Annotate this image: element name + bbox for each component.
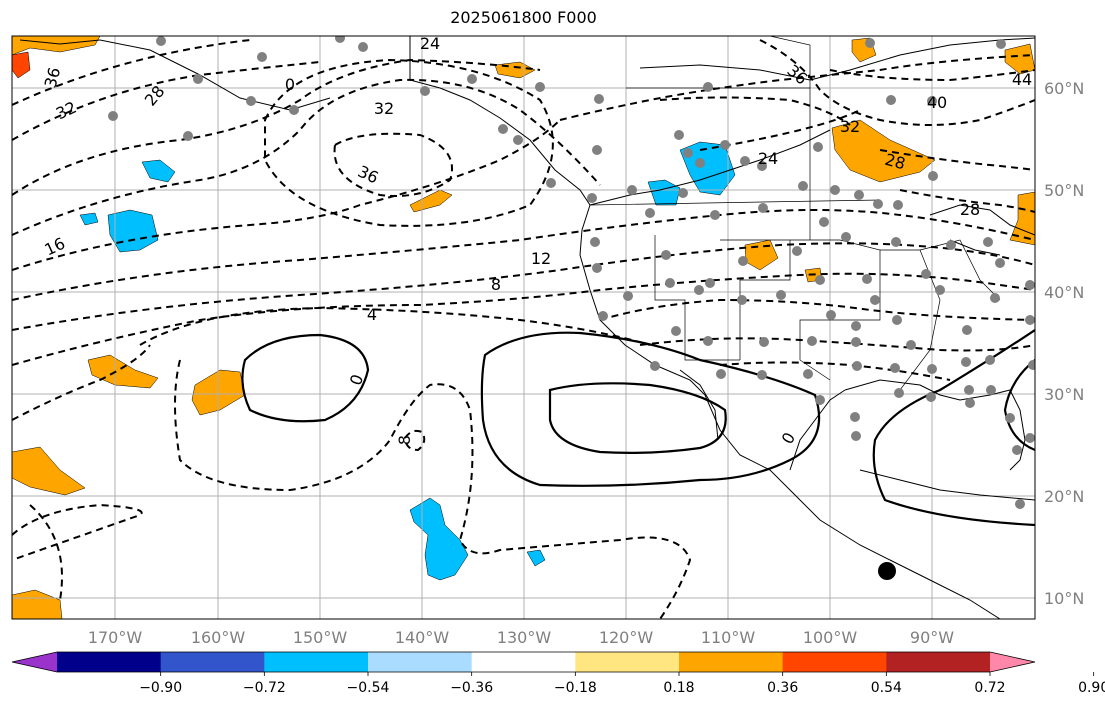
colorbar-segment — [782, 652, 887, 672]
storm-marker — [878, 562, 896, 580]
lon-label: 160°W — [191, 628, 246, 647]
lat-label: 20°N — [1044, 487, 1084, 506]
colorbar-tick-label: 0.90 — [1078, 680, 1105, 696]
lon-label: 170°W — [88, 628, 143, 647]
colorbar-tick-label: −0.90 — [139, 680, 182, 696]
negative-anomaly-patches — [79, 141, 736, 581]
lat-label: 50°N — [1044, 181, 1084, 200]
lat-label: 60°N — [1044, 79, 1084, 98]
colorbar-tick-label: 0.54 — [871, 680, 902, 696]
lon-label: 100°W — [803, 628, 858, 647]
lon-label: 120°W — [599, 628, 654, 647]
lon-label: 130°W — [497, 628, 552, 647]
lon-label: 110°W — [701, 628, 756, 647]
colorbar-outline — [11, 651, 1036, 673]
contour-label: 32 — [840, 117, 860, 136]
map-frame — [11, 35, 1036, 620]
contour-label: 32 — [374, 99, 394, 118]
colorbar-extend-low — [12, 652, 57, 672]
longitude-labels: 170°W 160°W 150°W 140°W 130°W 120°W 110°… — [88, 628, 954, 647]
colorbar: −0.90 −0.72 −0.54 −0.36 −0.18 0.18 0.36 0.54 0.7… — [11, 651, 1105, 696]
colorbar-tick-label: −0.72 — [243, 680, 286, 696]
colorbar-tick-label: −0.18 — [554, 680, 597, 696]
lon-label: 150°W — [293, 628, 348, 647]
contour-label: 44 — [1012, 70, 1032, 89]
contour-label: 12 — [531, 249, 551, 268]
colorbar-tick-label: 0.72 — [974, 680, 1005, 696]
colorbar-tick-label: 0.18 — [663, 680, 694, 696]
contour-label: 8 — [491, 275, 501, 294]
colorbar-segment — [471, 652, 576, 672]
colorbar-tick-label: −0.54 — [347, 680, 390, 696]
lat-label: 10°N — [1044, 589, 1084, 608]
colorbar-segment — [886, 652, 991, 672]
lat-label: 40°N — [1044, 283, 1084, 302]
colorbar-segment — [57, 652, 162, 672]
lon-label: 90°W — [910, 628, 954, 647]
colorbar-segment — [264, 652, 369, 672]
colorbar-extend-high — [990, 652, 1035, 672]
colorbar-segment — [160, 652, 265, 672]
lon-label: 140°W — [395, 628, 450, 647]
contour-label: 24 — [420, 34, 440, 53]
colorbar-segment — [368, 652, 473, 672]
solid-contours — [241, 329, 1035, 527]
colorbar-tick-label: −0.36 — [450, 680, 493, 696]
strong-positive-patch — [12, 51, 31, 79]
contour-labels: 36 32 28 24 32 36 24 32 28 36 40 44 16 1… — [41, 34, 1033, 447]
contour-label: 8 — [395, 435, 414, 445]
contour-label: 4 — [367, 305, 377, 324]
contour-label: 0 — [285, 75, 295, 94]
colorbar-tick-label: 0.36 — [767, 680, 798, 696]
colorbar-segment — [575, 652, 680, 672]
station-dots — [108, 36, 1035, 509]
positive-anomaly-patches — [12, 36, 1035, 619]
dashed-contours — [12, 39, 1035, 619]
map-title: 2025061800 F000 — [450, 8, 597, 27]
contour-label: 28 — [883, 150, 908, 174]
contour-label: 40 — [927, 93, 947, 112]
latitude-labels: 60°N 50°N 40°N 30°N 20°N 10°N — [1044, 79, 1084, 608]
map-panel: 36 32 28 24 32 36 24 32 28 36 40 44 16 1… — [12, 34, 1035, 619]
colorbar-segment — [679, 652, 784, 672]
lat-label: 30°N — [1044, 385, 1084, 404]
contour-label: 24 — [758, 149, 778, 168]
contour-label: 36 — [41, 65, 65, 90]
contour-label: 28 — [960, 200, 980, 219]
